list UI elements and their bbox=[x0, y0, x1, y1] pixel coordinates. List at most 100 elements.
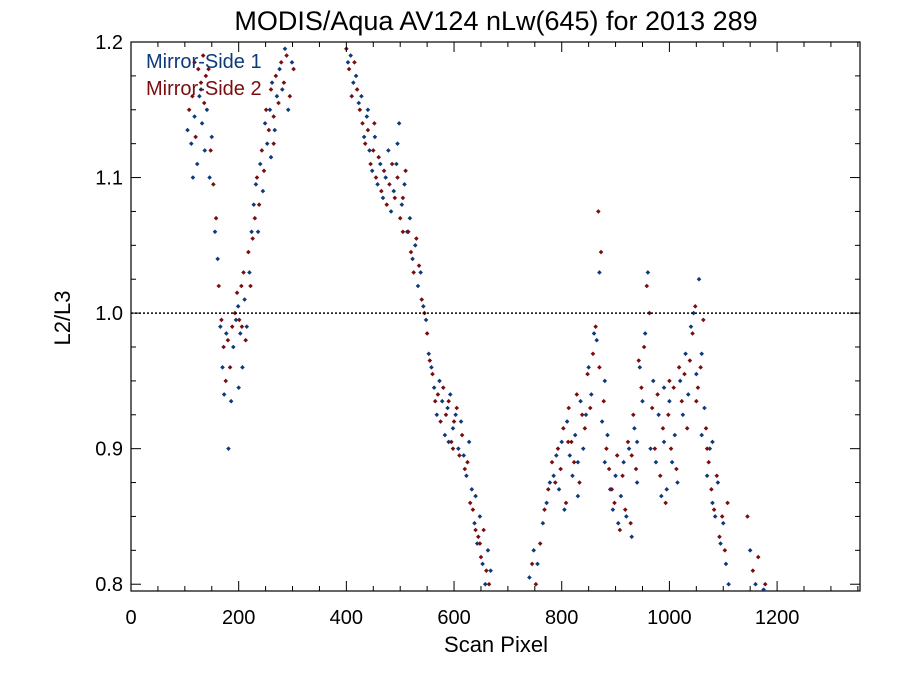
data-point bbox=[430, 371, 435, 377]
data-point bbox=[465, 459, 470, 465]
data-point bbox=[241, 270, 246, 275]
data-point bbox=[364, 114, 370, 119]
data-point bbox=[291, 66, 296, 72]
data-point bbox=[427, 358, 433, 363]
data-point bbox=[674, 466, 679, 472]
data-point bbox=[628, 520, 633, 526]
data-point bbox=[381, 168, 387, 174]
data-point bbox=[248, 283, 253, 289]
data-point bbox=[399, 202, 405, 207]
data-point bbox=[645, 270, 651, 275]
data-point bbox=[477, 541, 483, 546]
legend: Mirror-Side 1 Mirror-Side 2 bbox=[146, 51, 262, 100]
data-point bbox=[416, 263, 422, 268]
data-point bbox=[622, 507, 628, 512]
data-point bbox=[289, 60, 295, 65]
data-point bbox=[629, 534, 635, 540]
data-point bbox=[669, 459, 675, 465]
data-point bbox=[287, 93, 293, 99]
data-point bbox=[412, 243, 418, 248]
data-point bbox=[672, 432, 678, 438]
data-point bbox=[580, 446, 586, 451]
data-point bbox=[247, 270, 252, 275]
data-point bbox=[440, 385, 446, 390]
data-point bbox=[215, 256, 220, 262]
data-point bbox=[488, 568, 493, 573]
data-point bbox=[695, 385, 701, 390]
data-point bbox=[565, 439, 571, 445]
data-point bbox=[755, 554, 761, 560]
data-point bbox=[571, 459, 577, 465]
data-point bbox=[365, 107, 371, 113]
data-point bbox=[351, 80, 356, 85]
data-point bbox=[189, 141, 194, 146]
data-point bbox=[486, 581, 492, 587]
data-point bbox=[661, 385, 667, 390]
data-point bbox=[196, 66, 201, 72]
data-point bbox=[648, 446, 653, 451]
data-point bbox=[391, 188, 397, 194]
data-point bbox=[569, 439, 574, 445]
data-point bbox=[598, 249, 604, 255]
data-point bbox=[556, 487, 562, 492]
data-point bbox=[239, 324, 245, 329]
data-point bbox=[186, 107, 192, 113]
data-point bbox=[442, 432, 448, 438]
x-tick-label: 800 bbox=[545, 607, 578, 629]
data-point bbox=[613, 473, 618, 479]
y-tick-label: 1.0 bbox=[95, 303, 123, 325]
data-point bbox=[599, 419, 605, 424]
data-point bbox=[273, 73, 279, 79]
data-point bbox=[400, 195, 406, 201]
data-point bbox=[362, 141, 368, 146]
data-point bbox=[555, 446, 561, 451]
data-point bbox=[572, 432, 578, 438]
data-point bbox=[414, 236, 419, 241]
data-point bbox=[625, 439, 631, 445]
data-point bbox=[634, 480, 640, 485]
data-point bbox=[649, 405, 655, 411]
data-point bbox=[699, 351, 705, 357]
data-point bbox=[591, 331, 597, 336]
data-point bbox=[228, 398, 234, 404]
data-point bbox=[631, 412, 636, 418]
data-point bbox=[641, 344, 647, 350]
data-point bbox=[472, 520, 477, 526]
data-point bbox=[269, 80, 275, 85]
data-point bbox=[253, 182, 259, 187]
data-point bbox=[357, 107, 363, 113]
data-point bbox=[408, 249, 414, 255]
data-point bbox=[644, 283, 650, 289]
data-point bbox=[466, 439, 472, 445]
data-point bbox=[263, 107, 269, 113]
data-point bbox=[352, 60, 357, 65]
data-point bbox=[204, 107, 210, 113]
data-point bbox=[239, 283, 244, 289]
data-point bbox=[360, 121, 365, 126]
data-point bbox=[197, 93, 202, 99]
data-point bbox=[601, 398, 607, 404]
data-point bbox=[529, 561, 535, 567]
data-point bbox=[632, 426, 637, 431]
data-point bbox=[589, 392, 594, 397]
data-point bbox=[449, 439, 454, 445]
data-point bbox=[282, 46, 288, 52]
data-point bbox=[200, 53, 206, 58]
data-point bbox=[370, 148, 376, 153]
data-point bbox=[202, 148, 208, 153]
data-point bbox=[561, 426, 566, 431]
data-point bbox=[285, 107, 291, 113]
data-point bbox=[407, 215, 413, 221]
data-point bbox=[395, 141, 400, 146]
data-point bbox=[256, 202, 262, 207]
data-point bbox=[368, 161, 373, 167]
data-point bbox=[459, 432, 465, 438]
data-point bbox=[626, 446, 632, 451]
data-point bbox=[634, 439, 640, 445]
data-point bbox=[618, 493, 624, 499]
y-tick-label: 0.9 bbox=[95, 439, 123, 461]
data-point bbox=[624, 514, 629, 519]
data-point bbox=[602, 459, 608, 465]
data-point bbox=[563, 500, 569, 506]
data-point bbox=[640, 398, 645, 404]
